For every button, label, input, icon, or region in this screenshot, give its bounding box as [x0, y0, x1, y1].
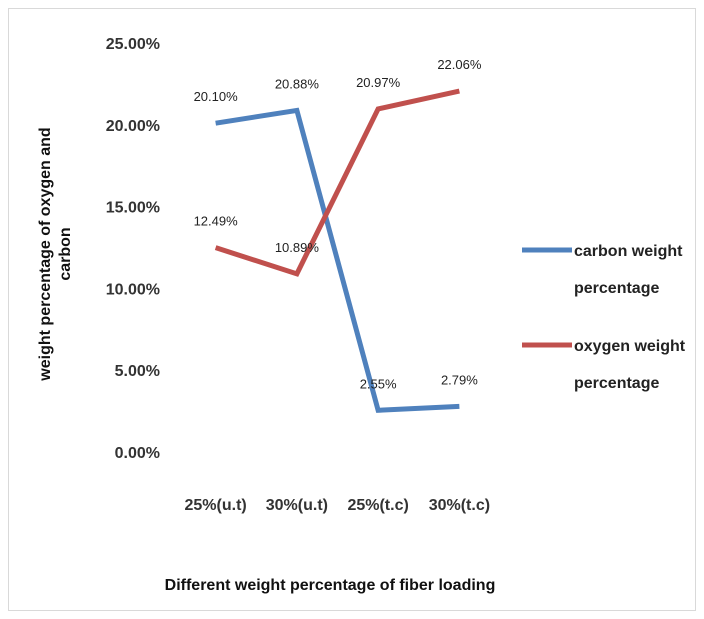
- x-axis-title: Different weight percentage of fiber loa…: [165, 577, 496, 594]
- data-label: 2.55%: [360, 376, 397, 391]
- legend-label: carbon weight: [574, 243, 683, 260]
- data-label: 20.10%: [194, 89, 239, 104]
- x-tick-label: 30%(t.c): [429, 497, 490, 514]
- y-tick-label: 25.00%: [106, 36, 160, 53]
- data-label: 2.79%: [441, 372, 478, 387]
- y-axis-title: weight percentage of oxygen and carbon: [37, 127, 74, 381]
- x-tick-label: 25%(t.c): [347, 497, 408, 514]
- data-labels: 20.10% 20.88% 2.55% 2.79% 12.49% 10.89% 20.97%…: [194, 57, 482, 391]
- series-line-oxygen: [214, 88, 460, 277]
- legend-label: percentage: [574, 375, 659, 392]
- y-axis-title-line-1: weight percentage of oxygen and: [37, 127, 54, 381]
- x-tick-labels: 25%(u.t) 30%(u.t) 25%(t.c) 30%(t.c): [185, 497, 491, 514]
- legend: carbon weight percentage oxygen weight perc…: [522, 243, 686, 392]
- y-tick-label: 15.00%: [106, 200, 160, 217]
- x-tick-label: 30%(u.t): [266, 497, 328, 514]
- y-tick-labels: 0.00% 5.00% 10.00% 15.00% 20.00% 25.00%: [106, 36, 160, 462]
- x-tick-label: 25%(u.t): [185, 497, 247, 514]
- legend-label: percentage: [574, 280, 659, 297]
- y-axis-title-line-2: carbon: [57, 227, 74, 280]
- data-label: 10.89%: [275, 240, 320, 255]
- y-tick-label: 10.00%: [106, 281, 160, 298]
- series-lines: [214, 88, 460, 413]
- y-tick-label: 0.00%: [115, 445, 160, 462]
- y-tick-label: 5.00%: [115, 363, 160, 380]
- data-label: 12.49%: [194, 214, 239, 229]
- data-label: 20.97%: [356, 75, 401, 90]
- data-label: 22.06%: [437, 57, 482, 72]
- y-tick-label: 20.00%: [106, 118, 160, 135]
- data-label: 20.88%: [275, 76, 320, 91]
- series-line-carbon: [215, 107, 460, 413]
- legend-label: oxygen weight: [574, 338, 686, 355]
